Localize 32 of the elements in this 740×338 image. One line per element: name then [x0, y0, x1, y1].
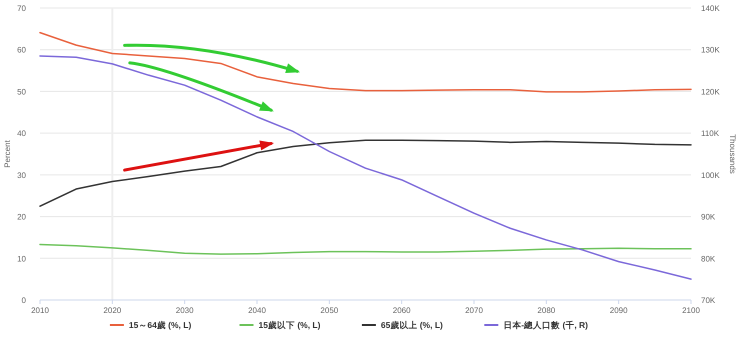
y-tick-label: 30 — [17, 170, 27, 180]
y-tick-label: 0 — [22, 296, 27, 305]
y2-tick-label: 110K — [701, 129, 720, 138]
x-tick-label: 2070 — [465, 306, 484, 315]
x-tick-label: 2100 — [682, 306, 700, 315]
y2-tick-label: 140K — [701, 4, 720, 13]
x-tick-label: 2060 — [392, 306, 412, 315]
x-tick-label: 2050 — [320, 306, 339, 315]
y-tick-label: 70 — [17, 4, 27, 13]
y2-tick-label: 70K — [701, 296, 716, 305]
y-tick-label: 20 — [17, 212, 27, 222]
x-tick-label: 2040 — [248, 306, 266, 315]
x-tick-label: 2010 — [31, 306, 50, 315]
legend-label: 15～64歲 (%, L) — [128, 320, 192, 330]
legend-label: 65歲以上 (%, L) — [380, 320, 444, 330]
legend-label: 日本-總人口數 (千, R) — [503, 320, 588, 330]
y2-tick-label: 120K — [701, 87, 720, 96]
y-tick-label: 50 — [17, 87, 27, 96]
y-tick-label: 60 — [17, 46, 27, 55]
x-tick-label: 2090 — [610, 306, 628, 315]
x-tick-label: 2020 — [103, 306, 122, 315]
y2-tick-label: 90K — [701, 212, 716, 222]
x-tick-label: 2080 — [537, 306, 556, 315]
y-axis-title: Percent — [3, 139, 12, 168]
legend-label: 15歲以下 (%, L) — [258, 320, 321, 330]
y2-axis-title: Thousands — [728, 134, 737, 174]
y2-tick-label: 130K — [701, 46, 720, 55]
y2-tick-label: 80K — [701, 254, 716, 264]
x-tick-label: 2030 — [176, 306, 194, 315]
y2-tick-label: 100K — [701, 170, 720, 180]
y-tick-label: 40 — [17, 129, 27, 138]
y-tick-label: 10 — [17, 254, 27, 264]
